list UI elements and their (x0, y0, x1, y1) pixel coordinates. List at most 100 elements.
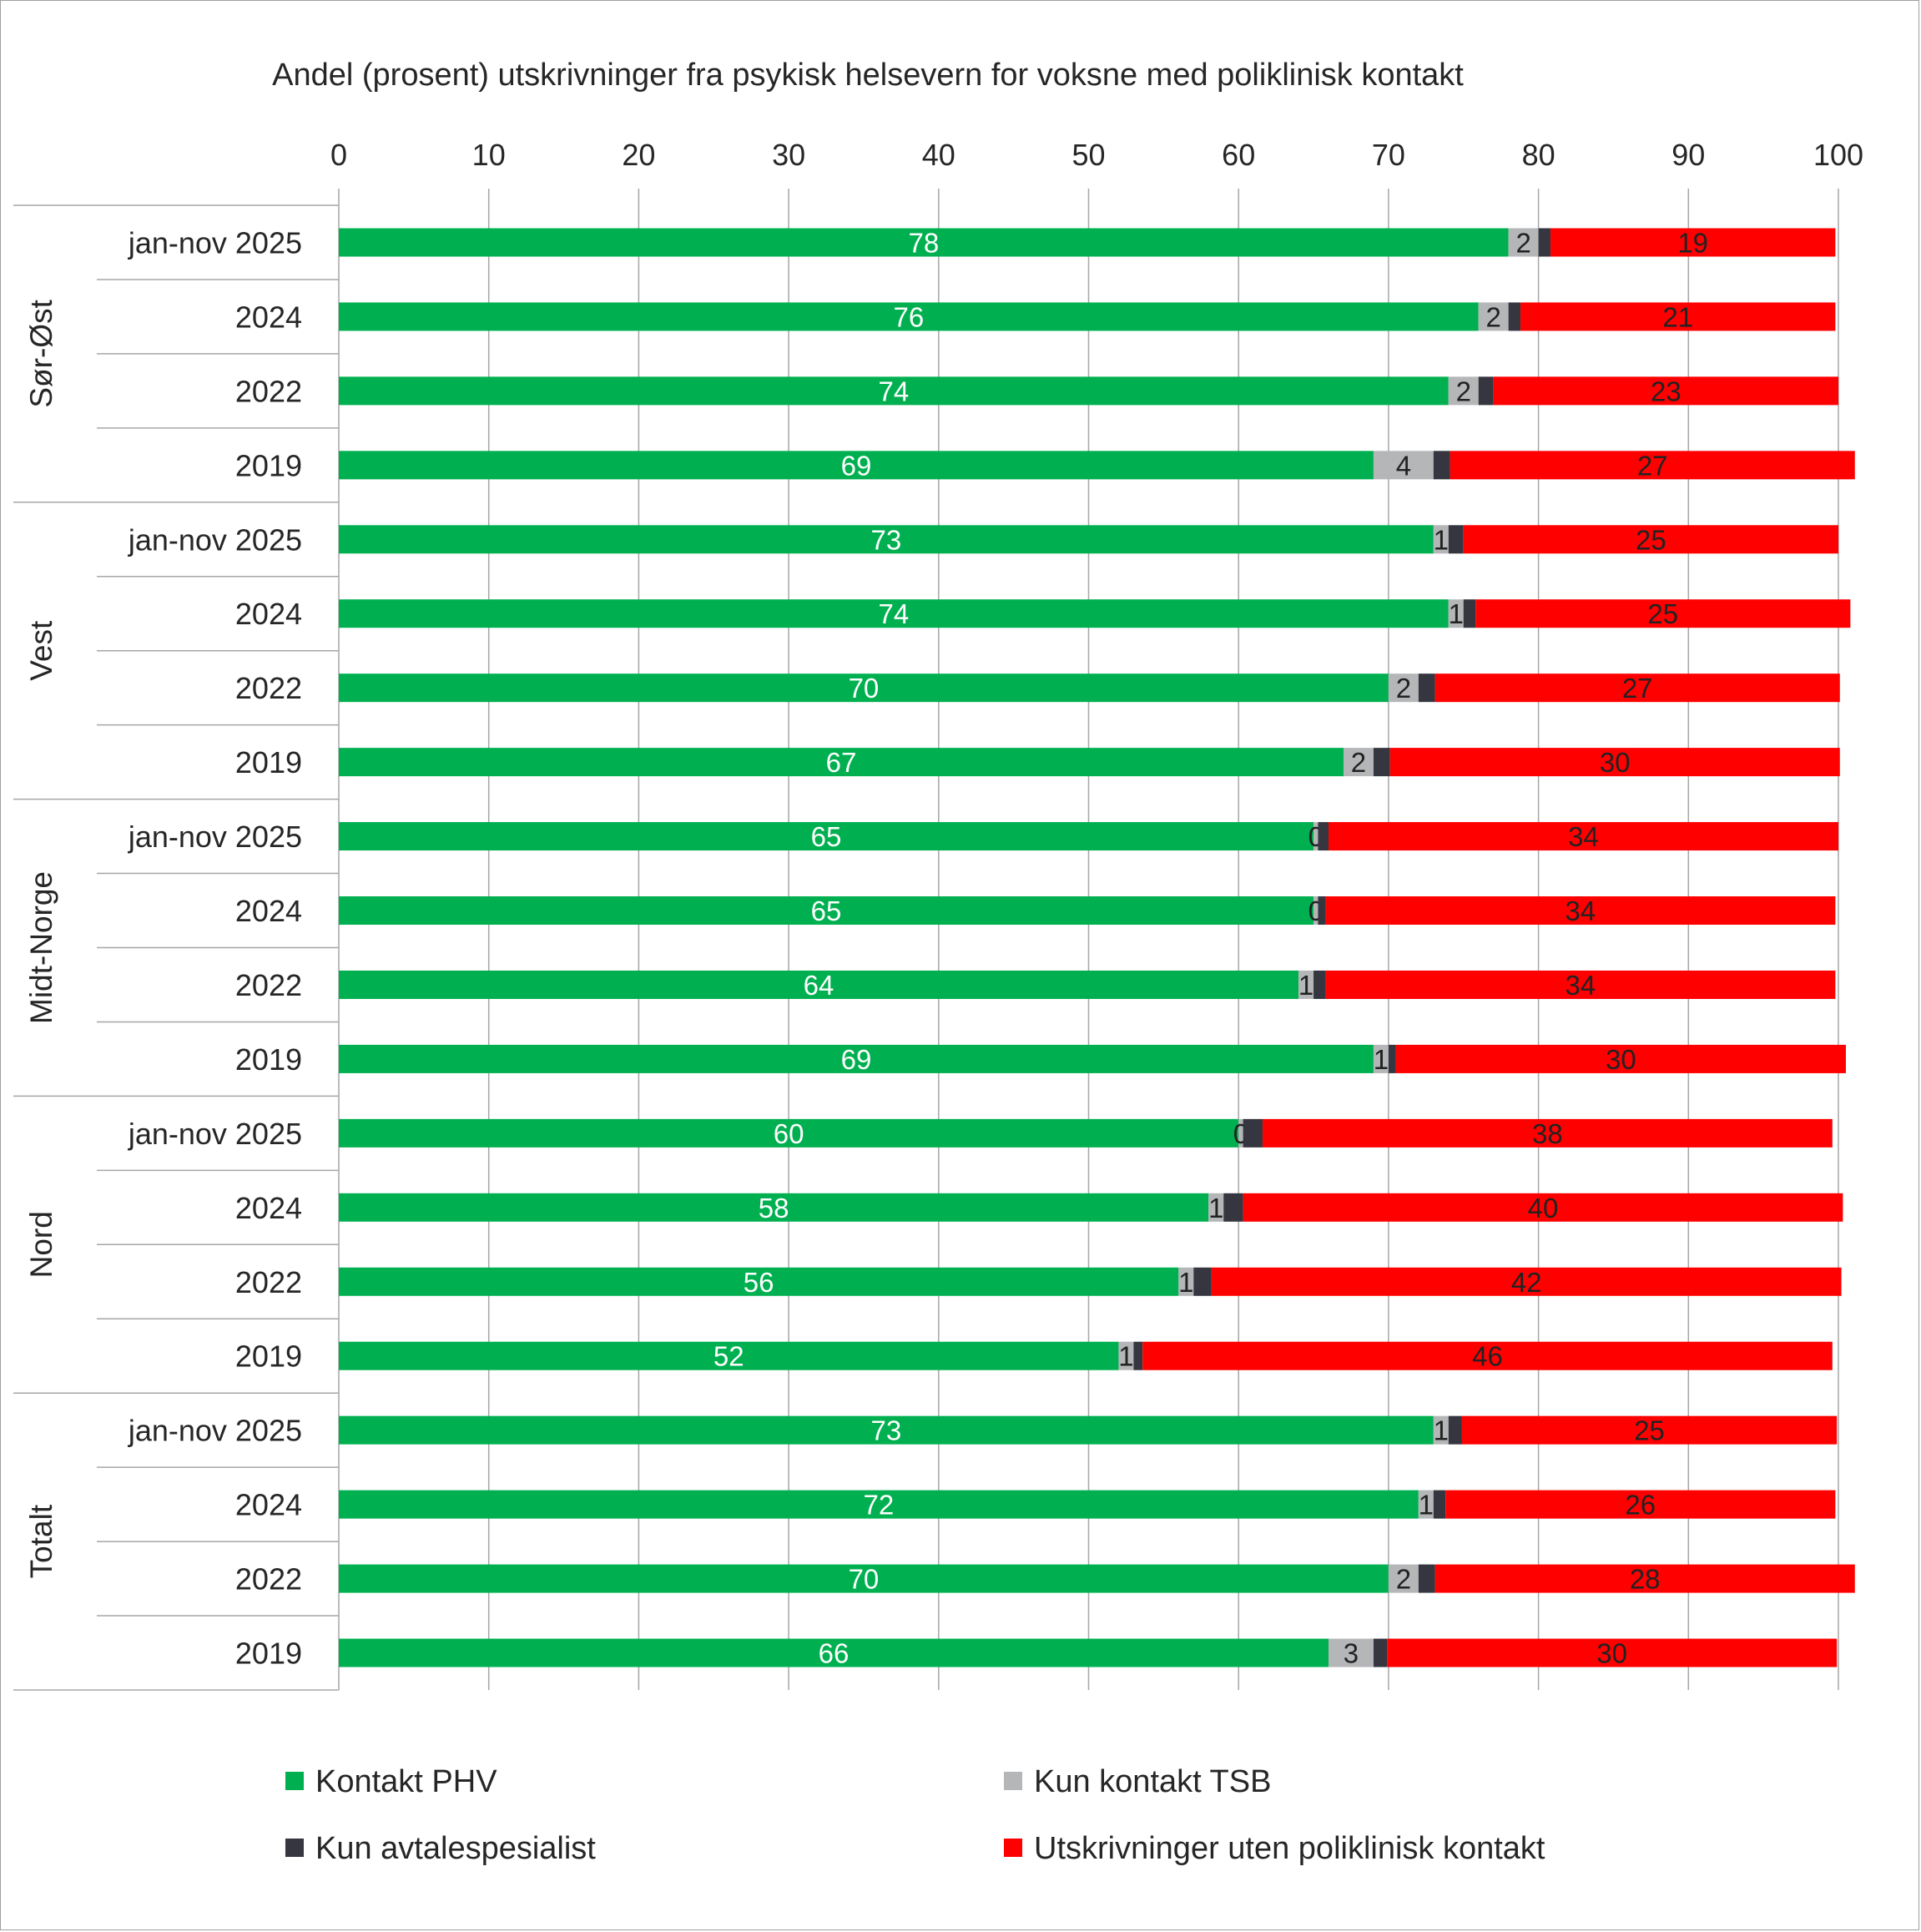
data-label: 73 (871, 524, 902, 555)
data-label: 46 (1472, 1341, 1503, 1372)
data-label: 60 (774, 1118, 804, 1149)
bar-segment (1418, 1564, 1435, 1593)
data-label: 1 (1118, 1341, 1133, 1372)
data-label: 2 (1515, 227, 1530, 258)
bar-segment (339, 1118, 1239, 1148)
bar-segment (1434, 1564, 1855, 1593)
category-label: 2024 (235, 1191, 302, 1225)
bar-segment (1445, 1490, 1836, 1519)
data-label: 69 (841, 1044, 872, 1075)
category-label: jan-nov 2025 (128, 225, 302, 260)
bar-segment (1433, 451, 1450, 480)
bar-segment (1313, 970, 1326, 999)
data-label: 23 (1651, 376, 1682, 406)
legend: Kontakt PHV Kun kontakt TSB Kun avtalespes… (285, 1764, 1545, 1866)
category-label: 2022 (235, 671, 302, 705)
category-label: 2024 (235, 1488, 302, 1522)
bar-segment (1395, 1044, 1846, 1073)
bar-segment (1373, 1638, 1388, 1667)
bar-segment (1243, 1118, 1263, 1148)
bar-segment (339, 1267, 1179, 1296)
bar-segment (339, 1415, 1434, 1445)
bar-segment (1118, 1341, 1134, 1370)
bar-segment (339, 1193, 1209, 1222)
category-label: 2022 (235, 1265, 302, 1299)
bar-segment (1262, 1118, 1833, 1148)
x-tick-label: 100 (1813, 138, 1863, 172)
data-label: 2 (1456, 376, 1471, 406)
bar-segment (1318, 822, 1329, 851)
x-tick-label: 60 (1222, 138, 1255, 172)
category-label: 2019 (235, 448, 302, 482)
bar-segment (1208, 1193, 1224, 1222)
data-label: 26 (1625, 1490, 1656, 1521)
bar-segment (1142, 1341, 1833, 1370)
data-label: 21 (1662, 301, 1693, 332)
bar-segment (1388, 673, 1419, 703)
data-label: 1 (1419, 1490, 1434, 1521)
data-label: 34 (1566, 970, 1596, 1001)
data-label: 65 (811, 895, 842, 926)
data-label: 74 (879, 376, 910, 406)
data-label: 56 (744, 1267, 774, 1298)
bar-segment (339, 1490, 1419, 1519)
bar-segment (339, 451, 1374, 480)
data-label: 30 (1606, 1044, 1636, 1075)
data-label: 76 (894, 301, 925, 332)
data-label: 74 (879, 598, 910, 629)
category-label: 2019 (235, 1042, 302, 1077)
legend-label: Utskrivninger uten poliklinisk kontakt (1034, 1831, 1545, 1866)
data-label: 27 (1622, 673, 1653, 704)
data-label: 25 (1634, 1415, 1665, 1446)
group-label: Vest (24, 620, 58, 681)
data-label: 34 (1568, 821, 1599, 852)
data-label: 1 (1434, 524, 1449, 555)
category-labels: jan-nov 2025 2024 2022 2019 jan-nov 2025 2024… (128, 225, 302, 1670)
bar-segment (1448, 525, 1464, 554)
x-tick-label: 30 (772, 138, 805, 172)
x-tick-label: 20 (622, 138, 655, 172)
bar-segment (1448, 1415, 1462, 1445)
data-label: 1 (1449, 598, 1464, 629)
bar-segment (1325, 970, 1836, 999)
legend-swatch (1004, 1839, 1022, 1857)
x-tick-label: 10 (472, 138, 506, 172)
data-label: 27 (1637, 450, 1668, 481)
bar-segment (339, 1044, 1374, 1073)
data-label: 2 (1486, 301, 1501, 332)
bar-segment (1418, 673, 1435, 703)
bar-segment (339, 673, 1389, 703)
bar-segment (1388, 1564, 1419, 1593)
bar-segment (1238, 1118, 1243, 1148)
bar-segment (1475, 599, 1851, 628)
data-label: 66 (819, 1638, 850, 1669)
data-label: 2 (1396, 673, 1411, 704)
bar-segment (339, 822, 1314, 851)
bar-segment (339, 599, 1449, 628)
bar-segment (1178, 1267, 1194, 1296)
data-label: 28 (1630, 1564, 1661, 1595)
x-tick-label: 40 (922, 138, 955, 172)
data-label: 67 (826, 747, 857, 778)
data-label: 65 (811, 821, 842, 852)
bar-segment (1478, 302, 1509, 331)
bar-segment (1520, 302, 1836, 331)
data-label: 1 (1178, 1267, 1193, 1298)
legend-label: Kun kontakt TSB (1034, 1764, 1271, 1799)
bar-segment (1329, 822, 1838, 851)
bar-segment (1478, 376, 1494, 406)
data-label: 30 (1596, 1638, 1627, 1669)
legend-label: Kun avtalespesialist (315, 1831, 596, 1866)
bar-segment (1508, 228, 1539, 257)
category-label: 2022 (235, 1562, 302, 1597)
bar-segment (1448, 376, 1479, 406)
bar-segment (1325, 896, 1836, 926)
bar-segment (1243, 1193, 1843, 1222)
data-label: 70 (849, 673, 880, 704)
bar-segment (1298, 970, 1314, 999)
x-tick-label: 0 (330, 138, 347, 172)
bar-segment (1433, 1415, 1449, 1445)
bar-segment (1550, 228, 1836, 257)
